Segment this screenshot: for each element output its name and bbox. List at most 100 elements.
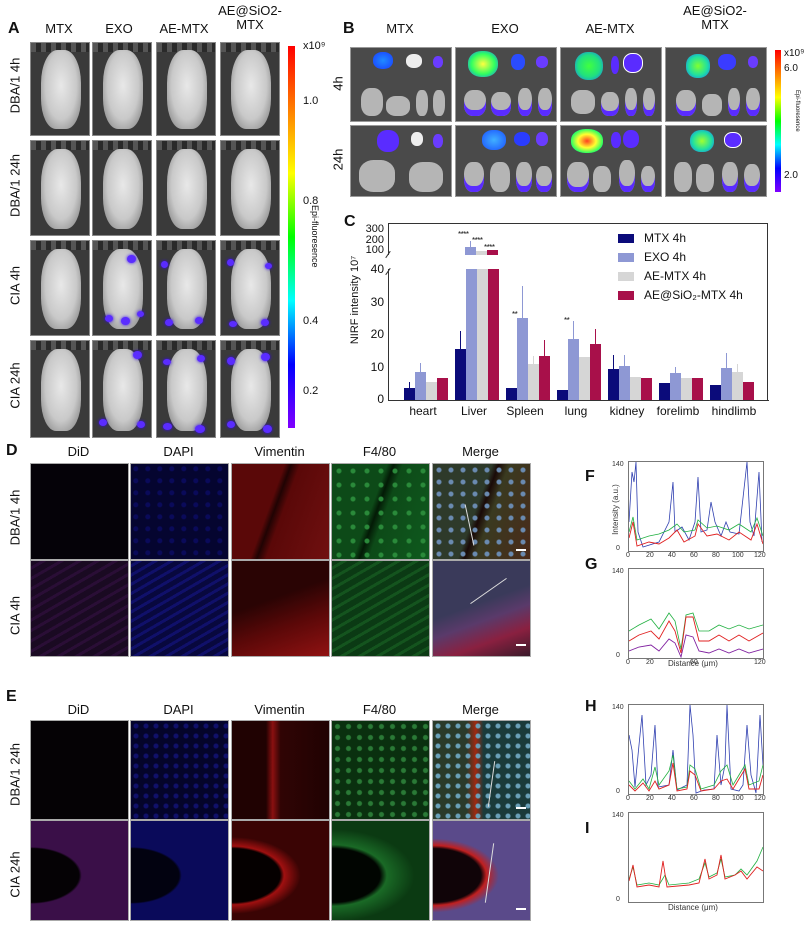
col-head-vimentin: Vimentin <box>254 702 305 717</box>
micrograph-merge <box>432 463 531 560</box>
mouse-image <box>92 140 152 236</box>
bar-exo-liver <box>466 269 477 400</box>
legend-label: MTX 4h <box>644 231 687 245</box>
bar-mtx-heart <box>404 388 415 400</box>
plot-right-border <box>767 223 768 400</box>
legend-swatch <box>618 271 634 281</box>
col-head-merge: Merge <box>462 444 499 459</box>
legend-swatch <box>618 233 634 243</box>
panel-letter-i: I <box>585 820 590 837</box>
bar-exo-kidney <box>619 366 630 400</box>
x-tick: 80 <box>712 795 720 802</box>
x-tick: 20 <box>646 659 654 666</box>
y-tick: 0 <box>616 896 620 903</box>
panel-letter-a: A <box>8 20 20 37</box>
scale-bar <box>516 807 526 809</box>
colorbar-b-tick: 6.0 <box>784 63 798 74</box>
line-profile-marker <box>487 761 496 807</box>
micrograph-vimentin <box>231 463 330 560</box>
col-head-merge: Merge <box>462 702 499 717</box>
organ-image <box>455 47 557 122</box>
col-head-ae-sio2-mtx: AE@SiO2- MTX <box>683 3 747 32</box>
micrograph-merge <box>432 720 531 820</box>
organ-image <box>455 125 557 197</box>
colorbar-a-label: Epi-fluoresence <box>310 205 320 268</box>
bar-aesio2-heart <box>437 378 448 400</box>
x-tick-spleen: Spleen <box>506 404 544 418</box>
x-tick: 60 <box>690 795 698 802</box>
legend-label: AE-MTX 4h <box>644 269 707 283</box>
x-tick: 20 <box>646 552 654 559</box>
x-tick-liver: Liver <box>460 404 487 418</box>
bar-aesio2-liver <box>488 269 499 400</box>
panel-letter-e: E <box>6 688 17 705</box>
bar-aemtx-liver-upper <box>476 251 487 255</box>
panel-letter-c: C <box>344 213 356 230</box>
x-tick: 120 <box>754 659 766 666</box>
bar-chart-plot <box>388 269 769 401</box>
x-tick: 100 <box>732 552 744 559</box>
organ-image <box>350 47 452 122</box>
x-tick-hindlimb: hindlimb <box>711 404 757 418</box>
scale-bar <box>516 644 526 646</box>
bar-exo-liver-upper <box>465 247 476 255</box>
x-tick: 120 <box>754 552 766 559</box>
bar-exo-heart <box>415 372 426 400</box>
col-head-dapi: DAPI <box>163 444 194 459</box>
profile-plot-g <box>628 568 764 659</box>
mouse-image <box>156 340 216 438</box>
col-head-ae-mtx: AE-MTX <box>585 21 635 36</box>
row-head-cia-24h: CIA 24h <box>7 851 23 898</box>
micrograph-did <box>30 820 129 921</box>
bar-mtx-liver <box>455 349 466 400</box>
micrograph-merge <box>432 560 531 657</box>
y-tick: 10 <box>370 360 384 374</box>
bar-aemtx-hindlimb <box>732 372 743 400</box>
col-head-ae-sio2-mtx: AE@SiO2- MTX <box>218 3 282 32</box>
significance-liver-aesio2: **** <box>484 243 495 252</box>
mouse-image <box>30 42 90 136</box>
profile-lines <box>628 846 764 888</box>
y-tick: 30 <box>370 295 384 309</box>
bar-mtx-forelimb <box>659 383 670 400</box>
row-head-dba1-24h: DBA/1 24h <box>7 743 23 806</box>
x-tick: 40 <box>668 795 676 802</box>
micrograph-f480 <box>331 820 430 921</box>
row-head-cia-4h: CIA 4h <box>7 595 23 636</box>
y-tick: 200 <box>365 234 384 246</box>
colorbar-a-tick: 1.0 <box>303 95 319 107</box>
colorbar-b-unit: x10⁹ <box>784 48 805 59</box>
row-head-cia-24h: CIA 24h <box>7 362 23 409</box>
x-tick: 20 <box>646 795 654 802</box>
col-head-did: DiD <box>67 702 90 717</box>
x-tick-kidney: kidney <box>609 404 645 418</box>
bar-aesio2-hindlimb <box>743 382 754 400</box>
bar-exo-hindlimb <box>721 368 732 400</box>
bar-aemtx-spleen <box>528 364 539 400</box>
row-head-4h: 4h <box>330 76 346 91</box>
mouse-image <box>220 42 280 136</box>
micrograph-dapi <box>130 820 229 921</box>
mouse-image <box>156 240 216 336</box>
x-tick: 60 <box>690 552 698 559</box>
bar-aemtx-liver <box>477 269 488 400</box>
mouse-image <box>156 140 216 236</box>
panel-letter-h: H <box>585 698 597 715</box>
x-tick: 0 <box>626 552 630 559</box>
bar-mtx-lung <box>557 390 568 400</box>
micrograph-dapi <box>130 463 229 560</box>
col-head-f480: F4/80 <box>362 444 397 459</box>
col-head-did: DiD <box>67 444 90 459</box>
significance-spleen: ** <box>512 310 518 319</box>
organ-image <box>665 47 767 122</box>
x-tick: 120 <box>754 795 766 802</box>
micrograph-did <box>30 560 129 657</box>
col-head-dapi: DAPI <box>163 702 194 717</box>
profile-lines <box>628 704 764 794</box>
micrograph-vimentin <box>231 560 330 657</box>
mouse-image <box>92 240 152 336</box>
line-profile-marker <box>464 504 475 546</box>
y-tick: 0 <box>616 545 620 552</box>
col-head-vimentin: Vimentin <box>254 444 305 459</box>
y-tick: 0 <box>377 392 384 406</box>
